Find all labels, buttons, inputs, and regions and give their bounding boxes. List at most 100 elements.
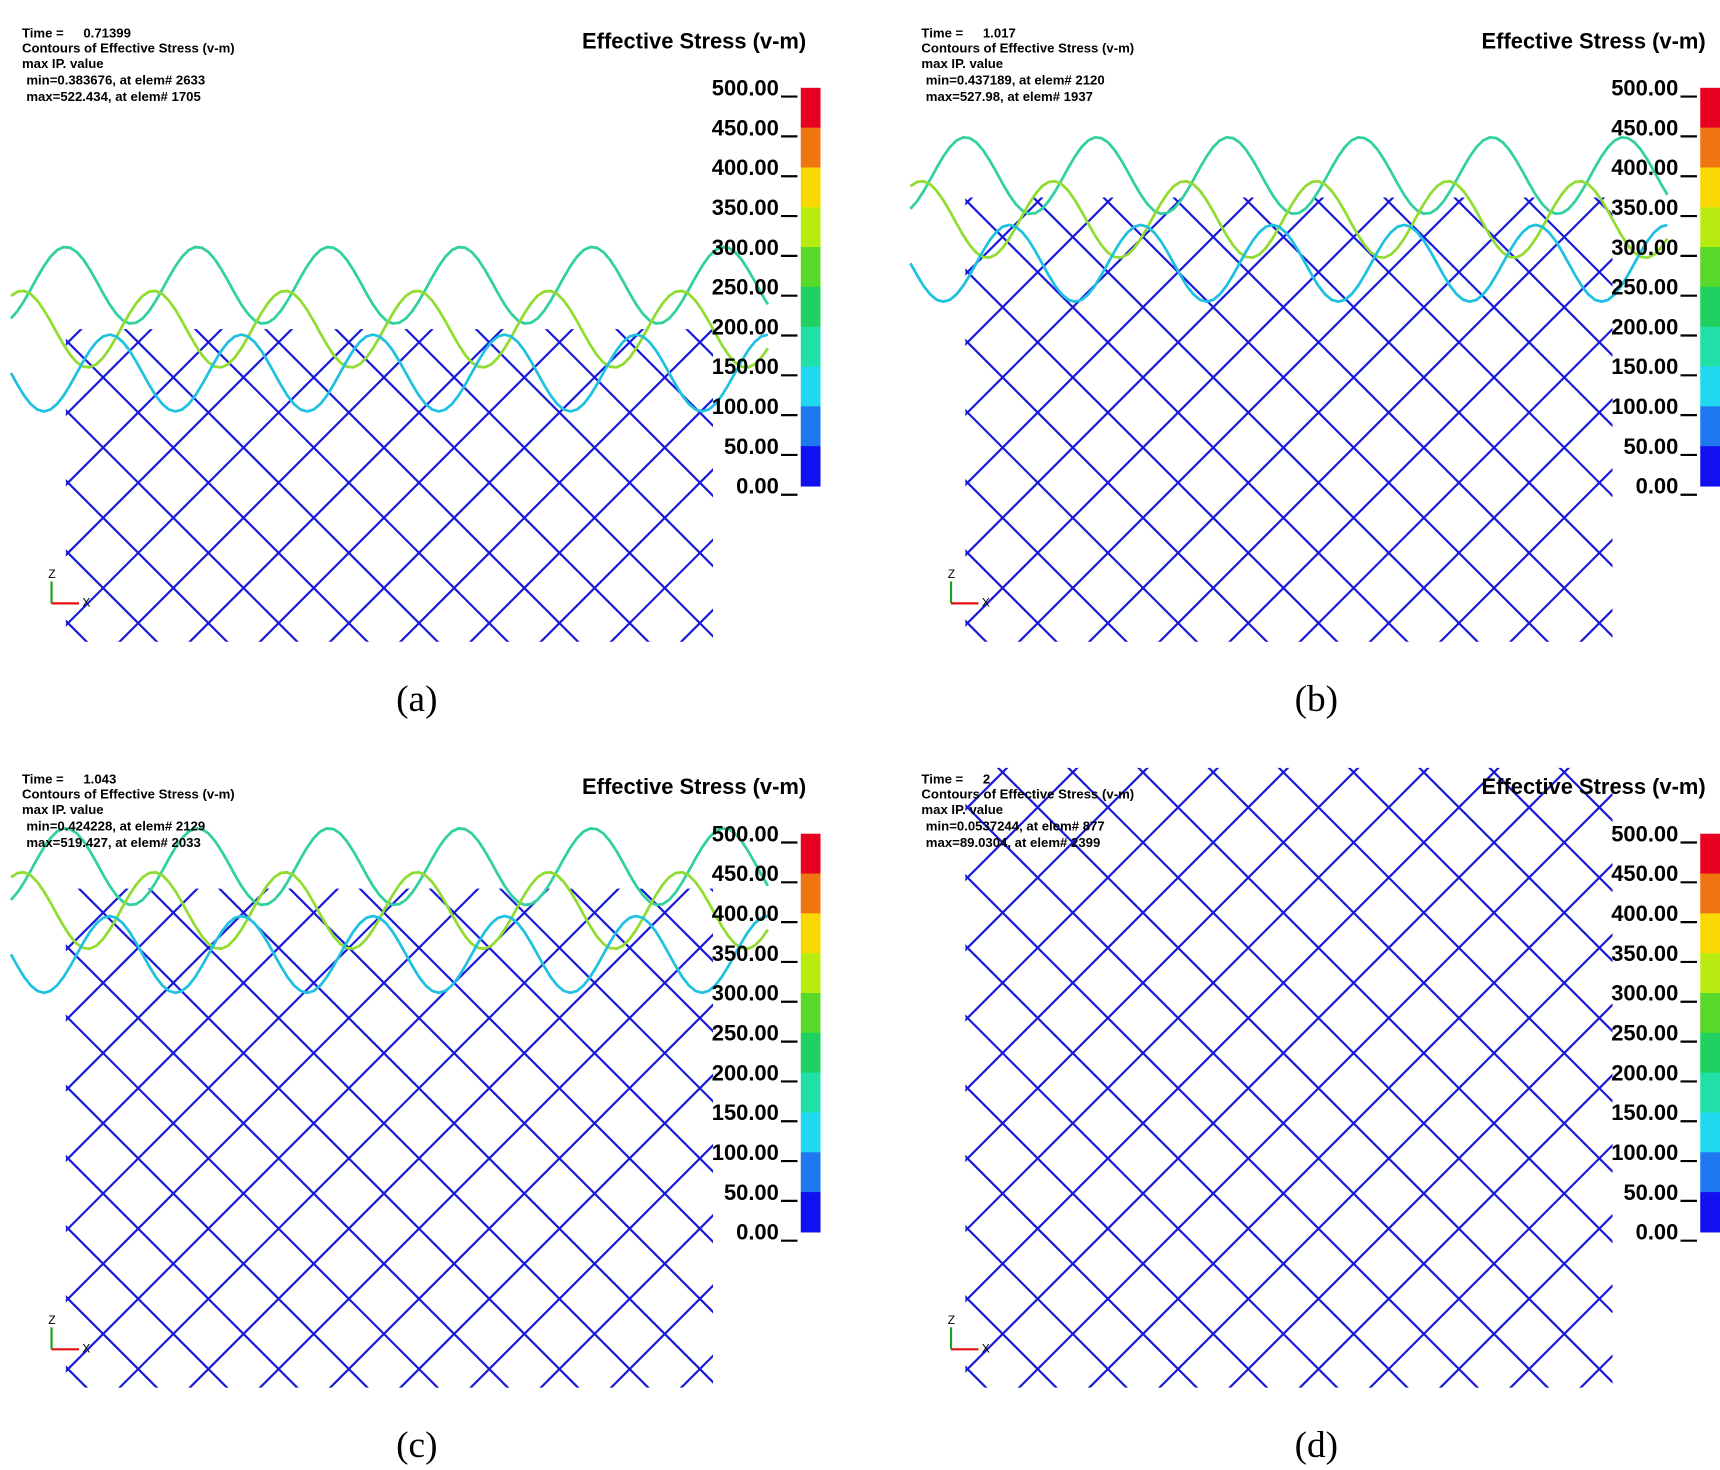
legend-tick-label: 500.00 [712,821,779,846]
legend-tick-label: 450.00 [1611,115,1678,140]
strut [1347,767,1613,1033]
strut [965,198,1409,642]
strut [274,746,932,1404]
strut [1228,257,1613,642]
strut [1382,197,1613,428]
strut [65,888,340,1163]
crown [9,914,769,995]
strut [123,329,440,642]
strut [258,329,575,642]
strut [65,944,510,1388]
strut [118,888,621,1388]
strut [334,329,650,642]
strut [469,1143,714,1388]
strut [1298,1073,1613,1388]
colorbar-segment [800,993,821,1034]
colorbar-segment [800,1072,821,1114]
strut [188,888,691,1388]
legend-tick-label: 400.00 [712,901,779,926]
strut [609,538,714,642]
strut [965,767,1079,882]
strut [1157,933,1613,1388]
strut [1172,197,1613,638]
strut [965,873,1480,1388]
caption: (c) [396,1425,437,1466]
strut [404,329,714,638]
strut [288,888,714,1314]
stent-lattice [65,0,1226,658]
strut [65,888,410,1233]
strut [118,329,434,642]
strut [469,397,714,642]
strut [1087,862,1613,1388]
strut [965,944,1409,1388]
colorbar-segment [1700,446,1720,487]
strut [965,1154,1199,1388]
crown [909,223,1668,304]
legend-tick-label: 100.00 [712,1140,779,1165]
time-value: 2 [983,771,990,786]
strut [539,467,714,642]
strut [965,197,1044,276]
strut [65,408,299,642]
legend-title: Effective Stress (v-m) [582,28,806,53]
min-label: min=0.424228, at elem# 2129 [26,818,205,833]
strut [965,478,1129,642]
crown [9,245,770,325]
strut [779,746,1437,1404]
strut [568,0,1226,658]
legend-tick-label: 0.00 [736,1220,779,1245]
stent-lattice [274,0,1613,658]
strut [965,197,1395,627]
strut [77,888,580,1388]
legend-tick-label: 400.00 [1611,901,1678,926]
legend-tick-label: 50.00 [1623,434,1678,459]
colorbar-segment [800,406,821,447]
strut [230,746,888,1404]
legend-title: Effective Stress (v-m) [1482,774,1706,799]
colorbar-segment [800,1032,821,1074]
triad-label: Z [948,567,955,581]
strut [1508,538,1613,642]
contour-label: Contours of Effective Stress (v-m) [921,787,1134,802]
strut [965,197,1185,417]
legend-tick-label: 300.00 [712,235,779,260]
crown [10,289,769,369]
legend-tick-label: 400.00 [1611,155,1678,180]
colorbar-segment [1700,993,1720,1034]
colorbar-segment [800,167,821,208]
colorbar-segment [1700,1152,1720,1193]
strut [301,746,959,1404]
legend-tick-label: 50.00 [724,1180,779,1205]
strut [1438,467,1613,642]
legend-tick-label: 100.00 [1611,1140,1678,1165]
time-value: 1.043 [83,771,116,786]
legend-tick-label: 200.00 [712,314,779,339]
strut [614,329,714,428]
triad-label: X [82,596,90,610]
colorbar-segment [800,1192,821,1233]
colorbar-segment [1700,366,1720,407]
legend-tick-label: 0.00 [736,474,779,499]
time-label: Time = [921,25,963,40]
strut [965,767,1149,952]
strut [965,1224,1129,1388]
strut [428,888,714,1174]
legend-tick-label: 150.00 [1611,1100,1678,1125]
colorbar-segment [1700,87,1720,129]
legend-tick-label: 450.00 [712,115,779,140]
strut [274,0,932,658]
strut [65,329,364,627]
colorbar-segment [800,953,821,994]
triad-label: Z [948,1313,955,1327]
strut [965,408,1199,642]
colorbar-segment [1700,286,1720,328]
strut [965,767,1500,1303]
colorbar-segment [1700,1032,1720,1074]
legend-tick-label: 250.00 [1611,1020,1678,1045]
caption: (b) [1295,679,1338,720]
strut [965,767,1220,1022]
strut [996,767,1613,1384]
strut [65,1154,299,1388]
